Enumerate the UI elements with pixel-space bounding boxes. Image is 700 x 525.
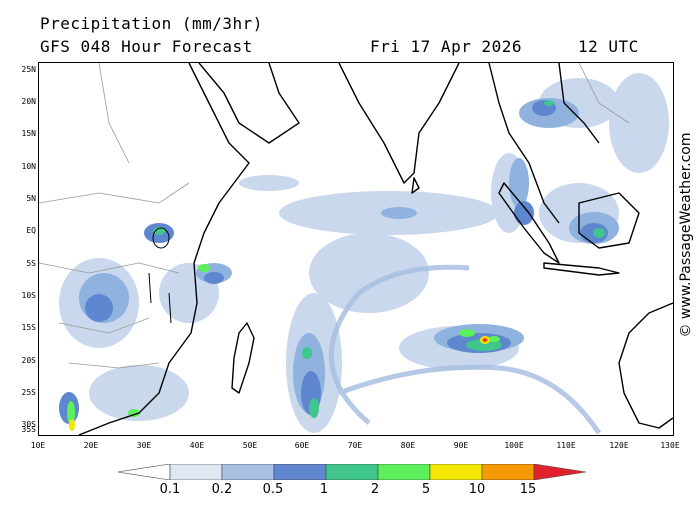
lat-label-eq: EQ xyxy=(26,226,36,235)
scale-label-2: 2 xyxy=(370,482,380,497)
scale-segment-8 xyxy=(533,464,586,480)
lon-label-110e: 110E xyxy=(556,441,576,450)
precip-peak xyxy=(69,336,490,431)
lat-label-30s: 30S xyxy=(21,420,36,429)
scale-segment-1 xyxy=(169,464,223,480)
lon-label-90e: 90E xyxy=(453,441,469,450)
lat-label-25s: 25S xyxy=(21,388,36,397)
scale-label-0-5: 0.5 xyxy=(262,482,284,497)
scale-segment-5 xyxy=(377,464,431,480)
lat-label-20s: 20S xyxy=(21,356,36,365)
lakes xyxy=(148,227,172,324)
forecast-date: Fri 17 Apr 2026 xyxy=(370,37,522,56)
credit-text: © www.PassageWeather.com xyxy=(676,90,696,380)
precipitation-map xyxy=(38,62,674,436)
scale-segment-4 xyxy=(325,464,379,480)
scale-label-0-1: 0.1 xyxy=(159,482,181,497)
precip-light-areas xyxy=(59,73,669,433)
scale-segment-0 xyxy=(118,464,171,480)
lon-label-70e: 70E xyxy=(347,441,363,450)
forecast-time: 12 UTC xyxy=(578,37,639,56)
lon-label-120e: 120E xyxy=(609,441,629,450)
scale-label-10: 10 xyxy=(468,482,486,497)
lon-label-40e: 40E xyxy=(189,441,205,450)
scale-label-1: 1 xyxy=(319,482,329,497)
color-scale-segments xyxy=(118,464,586,480)
credit-label: © www.PassageWeather.com xyxy=(678,132,694,338)
scale-segment-7 xyxy=(481,464,535,480)
scale-segment-3 xyxy=(273,464,327,480)
lat-label-10n: 10N xyxy=(21,162,36,171)
scale-label-15: 15 xyxy=(519,482,537,497)
lon-label-130e: 130E xyxy=(660,441,680,450)
lon-label-60e: 60E xyxy=(294,441,310,450)
lat-label-35s: 35S xyxy=(21,425,36,434)
scale-label-5: 5 xyxy=(421,482,431,497)
scale-label-0-2: 0.2 xyxy=(211,482,233,497)
precip-heavy-areas xyxy=(67,100,605,425)
scale-segment-2 xyxy=(221,464,275,480)
lat-label-25n: 25N xyxy=(21,65,36,74)
map-canvas xyxy=(39,63,673,435)
lat-label-10s: 10S xyxy=(21,291,36,300)
forecast-label: GFS 048 Hour Forecast xyxy=(40,37,253,56)
lat-label-5s: 5S xyxy=(26,259,36,268)
scale-segment-6 xyxy=(429,464,483,480)
lon-label-50e: 50E xyxy=(242,441,258,450)
lat-label-15n: 15N xyxy=(21,129,36,138)
lat-label-15s: 15S xyxy=(21,323,36,332)
lon-label-10e: 10E xyxy=(30,441,46,450)
lon-label-20e: 20E xyxy=(83,441,99,450)
color-scale-bar xyxy=(118,464,586,480)
lon-label-30e: 30E xyxy=(136,441,152,450)
lon-label-100e: 100E xyxy=(504,441,524,450)
lat-label-20n: 20N xyxy=(21,97,36,106)
lat-label-5n: 5N xyxy=(26,194,36,203)
map-title: Precipitation (mm/3hr) xyxy=(40,14,263,33)
lon-label-80e: 80E xyxy=(400,441,416,450)
coastlines xyxy=(78,63,673,435)
country-borders xyxy=(39,63,630,369)
precip-arc-band xyxy=(328,264,602,435)
